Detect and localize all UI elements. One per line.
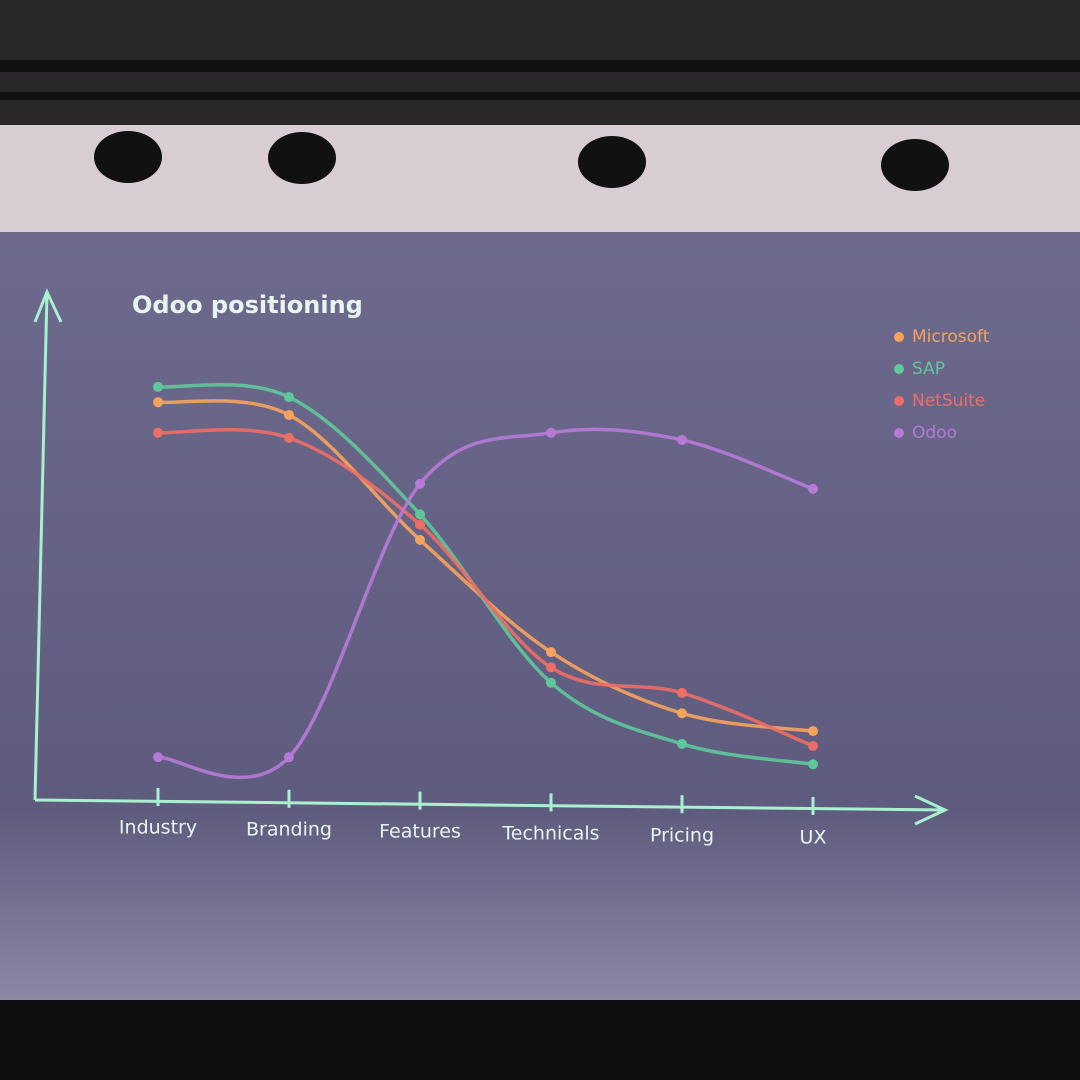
data-point [153, 397, 163, 408]
data-point [546, 427, 556, 438]
truss [0, 92, 1080, 100]
x-axis [34, 798, 946, 812]
data-point [808, 759, 818, 770]
legend-marker [894, 428, 904, 438]
y-axis-arrow [33, 288, 63, 323]
x-tick-label: Technicals [501, 823, 599, 845]
floor [0, 1000, 1080, 1080]
data-point [284, 432, 294, 443]
data-point [284, 752, 294, 763]
data-point [677, 687, 687, 698]
x-tick-label: Pricing [650, 825, 714, 847]
data-point [546, 662, 556, 673]
legend-marker [894, 364, 904, 374]
data-point [677, 708, 687, 719]
data-point [415, 534, 425, 545]
legend-label: Odoo [912, 423, 957, 443]
x-tick-label: Industry [119, 817, 197, 839]
x-tick-label: Features [379, 821, 461, 843]
x-tick-label: UX [800, 827, 827, 849]
data-point [415, 509, 425, 520]
data-point [153, 381, 163, 392]
stage-light [268, 132, 336, 184]
legend-marker [894, 332, 904, 342]
chart-title: Odoo positioning [132, 291, 363, 319]
stage-light [578, 136, 646, 188]
data-point [808, 483, 818, 494]
data-point [546, 677, 556, 688]
legend-marker [894, 396, 904, 406]
data-point [153, 427, 163, 438]
stage-light [94, 131, 162, 183]
data-point [415, 478, 425, 489]
y-axis [33, 291, 49, 801]
legend-label: NetSuite [912, 391, 985, 411]
data-point [677, 738, 687, 749]
legend-label: SAP [912, 359, 945, 379]
data-point [284, 392, 294, 403]
truss [0, 60, 1080, 72]
plot-area: Industry Branding Features Technicals Pricin… [119, 327, 990, 849]
stage-light [881, 139, 949, 191]
x-tick-label: Branding [246, 819, 332, 841]
data-point [153, 752, 163, 763]
data-point [808, 740, 818, 751]
data-point [415, 519, 425, 530]
data-point [808, 726, 818, 737]
data-point [284, 409, 294, 420]
series-line [156, 427, 815, 748]
x-axis-arrow [914, 794, 949, 826]
data-point [677, 434, 687, 445]
screen [0, 232, 1080, 1002]
legend-label: Microsoft [912, 327, 990, 347]
data-point [546, 647, 556, 658]
